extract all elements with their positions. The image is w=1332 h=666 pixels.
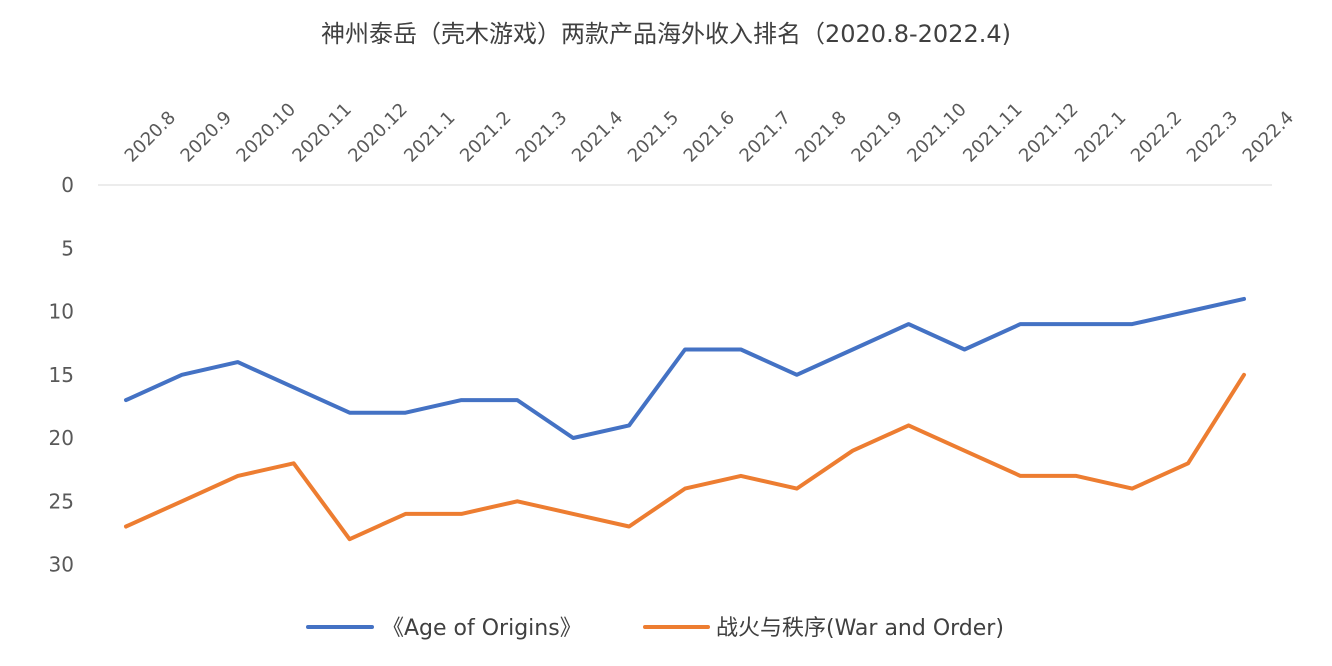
y-tick-label: 30 xyxy=(49,553,74,577)
x-tick-label: 2021.7 xyxy=(736,107,795,166)
y-tick-label: 20 xyxy=(49,426,74,450)
y-tick-label: 5 xyxy=(61,236,74,260)
legend: 《Age of Origins》 战火与秩序(War and Order) xyxy=(306,616,1004,641)
y-tick-label: 0 xyxy=(61,173,74,197)
y-tick-label: 15 xyxy=(49,363,74,387)
x-tick-label: 2021.2 xyxy=(456,107,515,166)
series-lines xyxy=(124,296,1246,542)
x-tick-label: 2021.9 xyxy=(847,107,906,166)
x-tick-label: 2021.11 xyxy=(959,99,1026,166)
x-tick-label: 2020.9 xyxy=(177,107,236,166)
x-tick-label: 2022.4 xyxy=(1239,107,1298,166)
chart-title: 神州泰岳（壳木游戏）两款产品海外收入排名（2020.8-2022.4) xyxy=(321,20,1011,48)
x-tick-label: 2020.11 xyxy=(288,99,355,166)
legend-label-0: 《Age of Origins》 xyxy=(382,616,582,641)
x-tick-label: 2022.3 xyxy=(1183,107,1242,166)
x-tick-label: 2021.8 xyxy=(791,107,850,166)
x-tick-label: 2020.12 xyxy=(344,99,411,166)
x-tick-label: 2020.8 xyxy=(121,107,180,166)
x-tick-label: 2022.2 xyxy=(1127,107,1186,166)
x-tick-label: 2021.12 xyxy=(1015,99,1082,166)
legend-label-1: 战火与秩序(War and Order) xyxy=(716,616,1004,641)
y-tick-label: 10 xyxy=(49,300,74,324)
x-tick-label: 2021.4 xyxy=(568,107,627,166)
series-line-1 xyxy=(124,372,1246,542)
y-tick-label: 25 xyxy=(49,489,74,513)
y-axis-ticks: 0 5 10 15 20 25 30 xyxy=(49,173,74,577)
series-line-0 xyxy=(124,296,1246,440)
x-tick-label: 2020.10 xyxy=(232,99,299,166)
x-tick-label: 2021.10 xyxy=(903,99,970,166)
x-tick-label: 2021.3 xyxy=(512,107,571,166)
x-tick-label: 2021.5 xyxy=(624,107,683,166)
x-tick-label: 2021.6 xyxy=(680,107,739,166)
